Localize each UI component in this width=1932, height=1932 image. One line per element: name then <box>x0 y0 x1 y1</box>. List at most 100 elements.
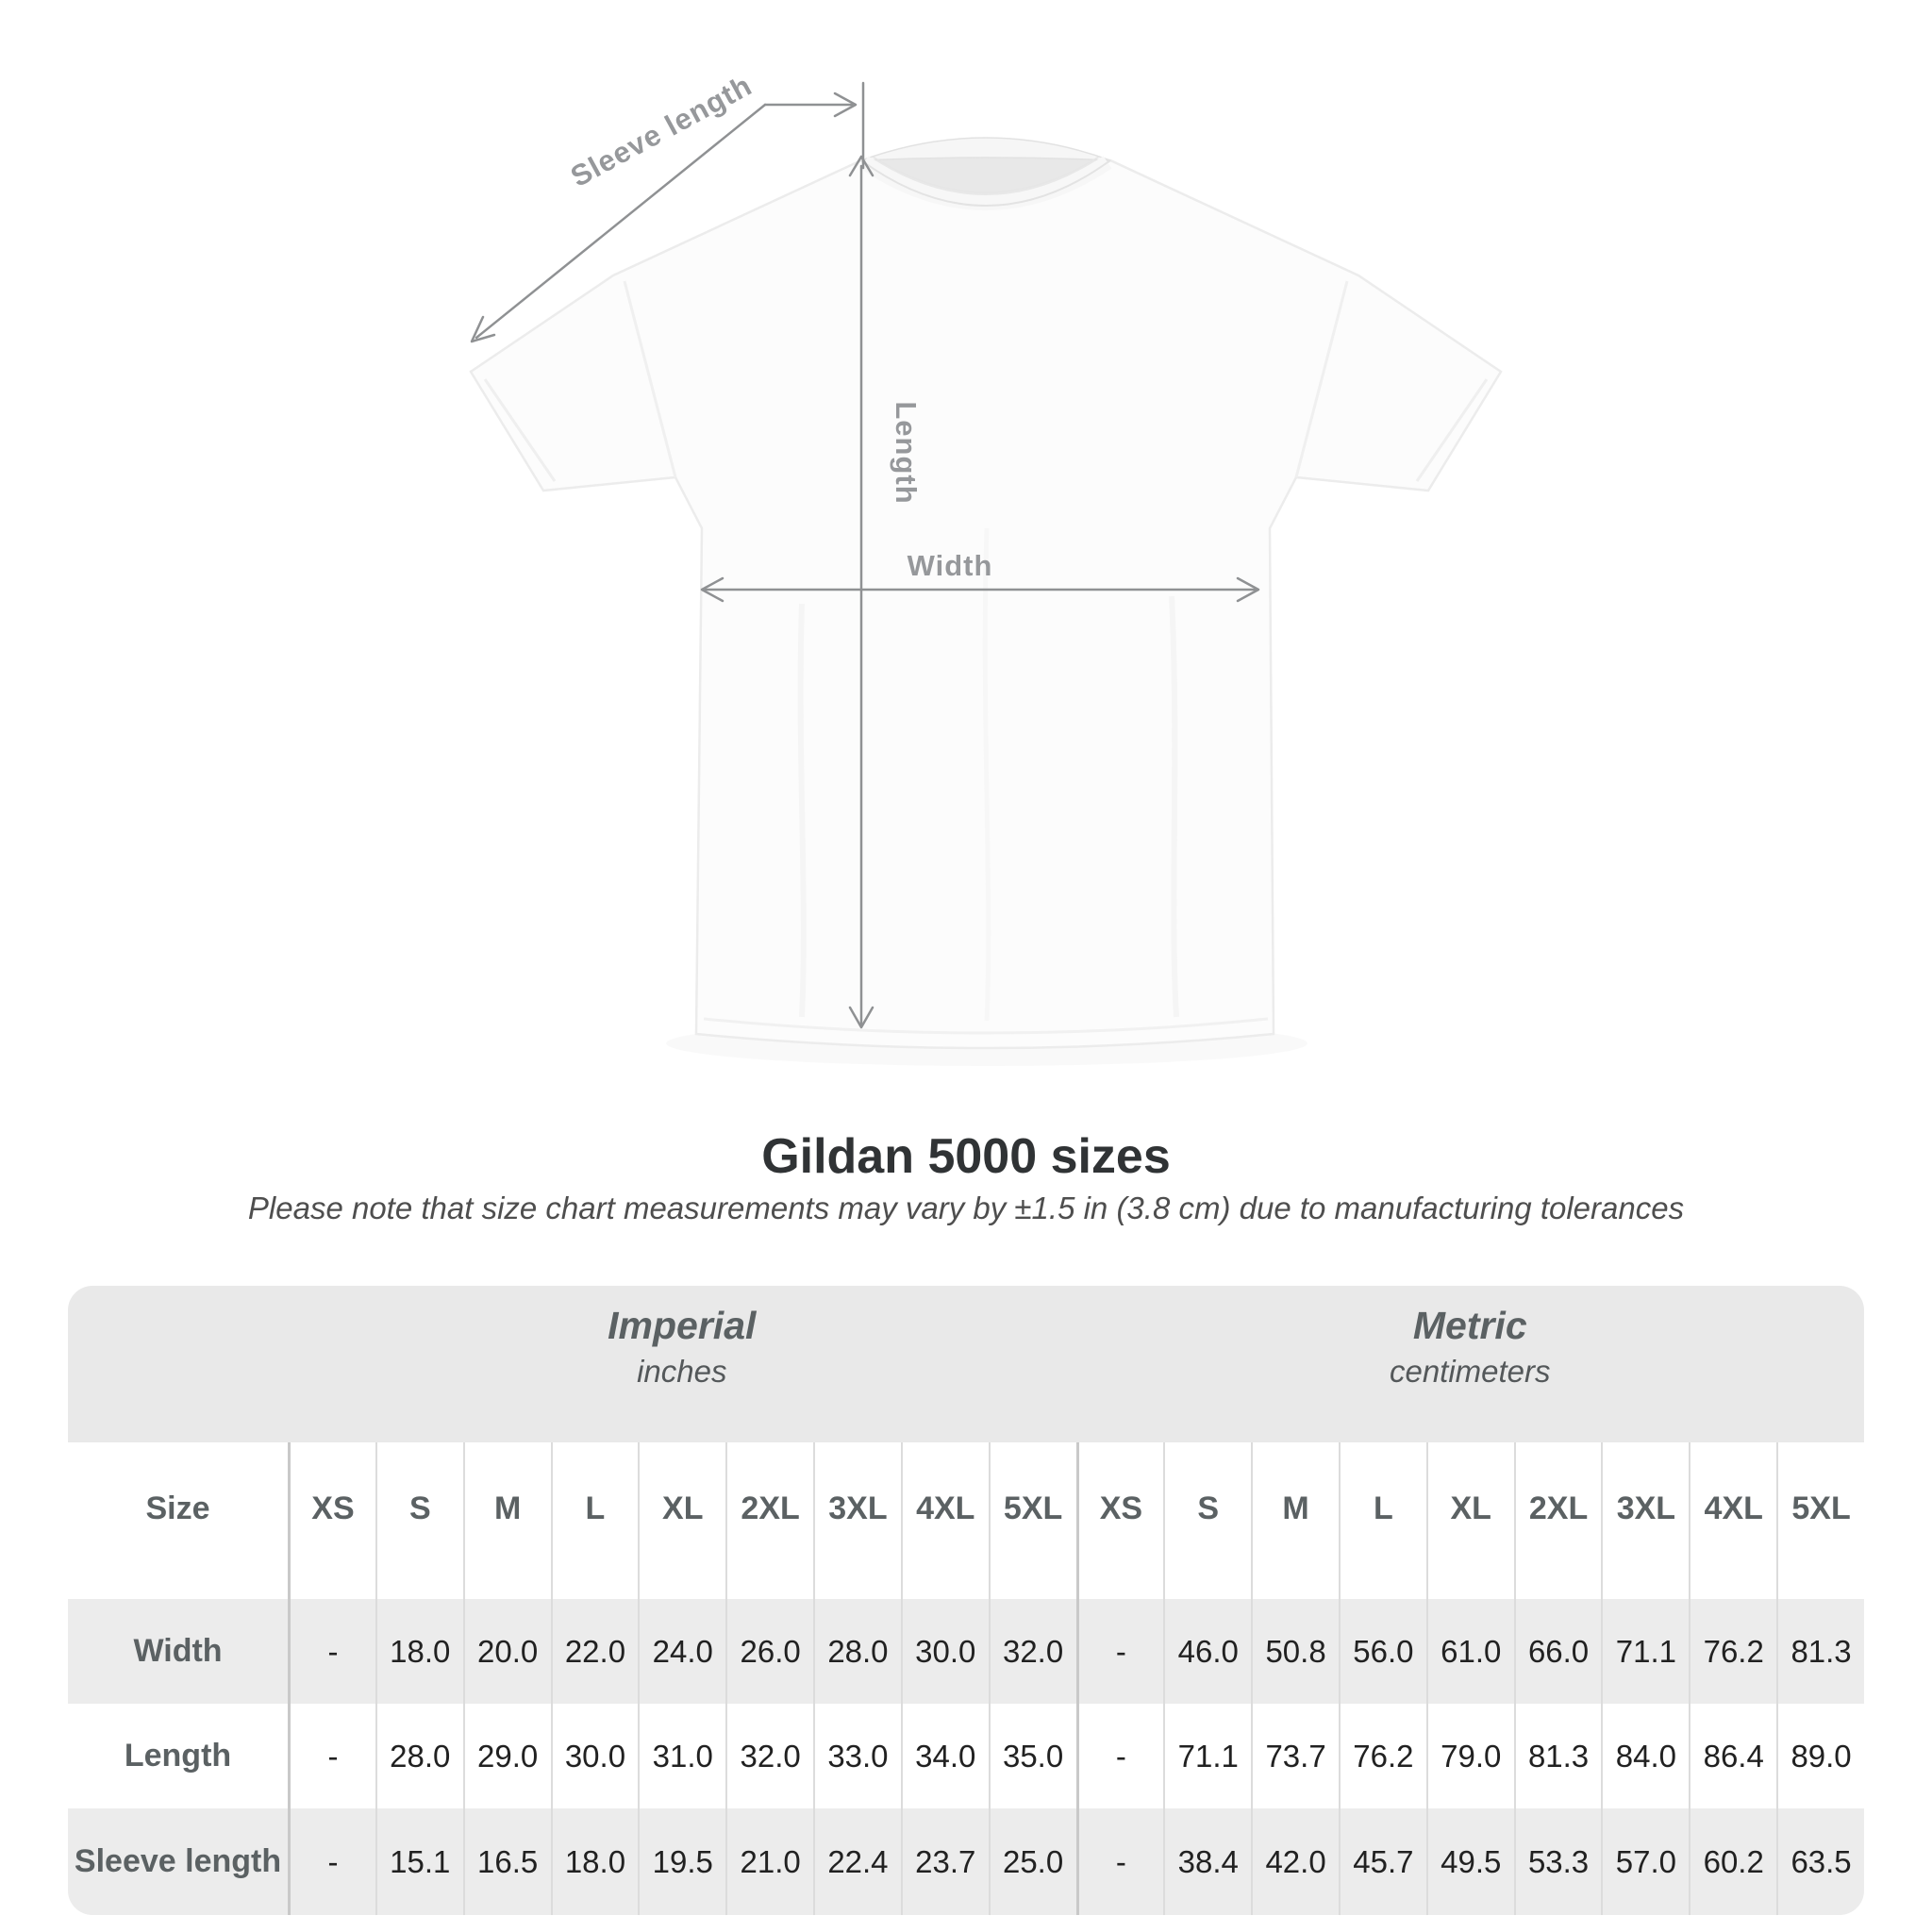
measurement-cell: 57.0 <box>1601 1808 1690 1915</box>
length-label: Length <box>890 401 923 504</box>
sleeve-length-label: Sleeve length <box>565 69 758 193</box>
metric-section-header: Metric centimeters <box>1075 1286 1864 1442</box>
measurement-cell: 81.3 <box>1513 1704 1602 1808</box>
imperial-unit: inches <box>637 1354 727 1389</box>
measurement-cell: 73.7 <box>1251 1704 1339 1808</box>
measurement-cell: 49.5 <box>1425 1808 1514 1915</box>
unit-band-row: Imperial inches Metric centimeters <box>68 1286 1864 1442</box>
band-corner-cell <box>68 1286 289 1442</box>
measurement-cell: 29.0 <box>462 1704 551 1808</box>
measurement-cell: 34.0 <box>900 1704 989 1808</box>
size-header-cell: 3XL <box>1601 1442 1690 1599</box>
page-title: Gildan 5000 sizes <box>761 1129 1171 1184</box>
measurement-cell: 19.5 <box>638 1808 726 1915</box>
measurement-cell: 25.0 <box>988 1808 1076 1915</box>
size-header-cell: L <box>550 1442 639 1599</box>
measurement-cell: 50.8 <box>1251 1599 1339 1704</box>
measurement-cell: 46.0 <box>1163 1599 1252 1704</box>
wrinkle-line <box>1169 595 1179 1018</box>
measurement-cell: 76.2 <box>1338 1704 1426 1808</box>
width-label: Width <box>908 549 993 582</box>
measurement-cell: 35.0 <box>988 1704 1076 1808</box>
measurement-cell: 28.0 <box>375 1704 463 1808</box>
size-header-cell: L <box>1338 1442 1426 1599</box>
measurement-cell: 18.0 <box>375 1599 463 1704</box>
size-column-header: Size <box>68 1442 289 1599</box>
cuff-seam-right <box>1415 378 1489 482</box>
size-header-cell: 5XL <box>988 1442 1076 1599</box>
measurement-cell: 89.0 <box>1776 1704 1864 1808</box>
size-header-cell: S <box>375 1442 463 1599</box>
measurement-cell: 56.0 <box>1338 1599 1426 1704</box>
sleeve-seam-right <box>1294 280 1349 478</box>
measurement-cell: 16.5 <box>462 1808 551 1915</box>
measurement-cell: - <box>1075 1599 1164 1704</box>
measurement-cell: 61.0 <box>1425 1599 1514 1704</box>
size-header-cell: XL <box>1425 1442 1514 1599</box>
wrinkle-line <box>797 603 807 1018</box>
measurement-cell: - <box>1075 1704 1164 1808</box>
row-label: Sleeve length <box>68 1808 289 1915</box>
width-arrow <box>700 576 1260 603</box>
measurement-cell: 81.3 <box>1776 1599 1864 1704</box>
measurement-cell: 30.0 <box>550 1704 639 1808</box>
measurement-cell: 38.4 <box>1163 1808 1252 1915</box>
imperial-section-header: Imperial inches <box>288 1286 1076 1442</box>
measurement-cell: - <box>288 1704 375 1808</box>
measurement-cell: 21.0 <box>725 1808 814 1915</box>
collar-front-band <box>859 156 1112 210</box>
measurement-cell: 71.1 <box>1163 1704 1252 1808</box>
collar-edge-outer <box>860 159 1111 207</box>
measurement-cell: 84.0 <box>1601 1704 1690 1808</box>
measurement-cell: 86.4 <box>1689 1704 1777 1808</box>
measurement-cell: 22.4 <box>813 1808 901 1915</box>
row-label: Width <box>68 1599 289 1704</box>
size-header-row: Size XS S M L XL 2XL 3XL 4XL 5XL XS S M … <box>68 1442 1864 1599</box>
size-header-cell: 2XL <box>725 1442 814 1599</box>
wrinkle-line <box>982 527 991 1022</box>
measurement-cell: 45.7 <box>1338 1808 1426 1915</box>
size-header-cell: XS <box>288 1442 375 1599</box>
size-chart: Imperial inches Metric centimeters Size … <box>68 1286 1864 1915</box>
measurement-cell: 63.5 <box>1776 1808 1864 1915</box>
size-header-cell: M <box>462 1442 551 1599</box>
measurement-cell: 15.1 <box>375 1808 463 1915</box>
measurement-cell: 22.0 <box>550 1599 639 1704</box>
measurement-cell: 76.2 <box>1689 1599 1777 1704</box>
measurement-cell: 18.0 <box>550 1808 639 1915</box>
row-label: Length <box>68 1704 289 1808</box>
size-header-cell: XL <box>638 1442 726 1599</box>
collar-edge-inner <box>872 156 1100 193</box>
collar-back-band <box>860 137 1111 161</box>
measurement-cell: 71.1 <box>1601 1599 1690 1704</box>
size-header-cell: S <box>1163 1442 1252 1599</box>
imperial-label: Imperial <box>608 1304 757 1347</box>
measurement-cell: 42.0 <box>1251 1808 1339 1915</box>
measurement-cell: - <box>288 1808 375 1915</box>
measurement-cell: - <box>1075 1808 1164 1915</box>
measurement-cell: - <box>288 1599 375 1704</box>
measurement-cell: 28.0 <box>813 1599 901 1704</box>
hem-seam <box>703 1017 1269 1035</box>
measurement-cell: 24.0 <box>638 1599 726 1704</box>
size-header-cell: 4XL <box>900 1442 989 1599</box>
measurement-cell: 20.0 <box>462 1599 551 1704</box>
metric-label: Metric <box>1412 1304 1527 1347</box>
measurement-cell: 26.0 <box>725 1599 814 1704</box>
measurement-cell: 23.7 <box>900 1808 989 1915</box>
sleeve-seam-left <box>623 280 677 478</box>
size-chart-table: Imperial inches Metric centimeters Size … <box>68 1286 1864 1915</box>
size-header-cell: XS <box>1075 1442 1164 1599</box>
measurement-cell: 31.0 <box>638 1704 726 1808</box>
measurement-cell: 32.0 <box>725 1704 814 1808</box>
size-header-cell: 4XL <box>1689 1442 1777 1599</box>
size-header-cell: 5XL <box>1776 1442 1864 1599</box>
measurement-cell: 60.2 <box>1689 1808 1777 1915</box>
size-header-cell: 3XL <box>813 1442 901 1599</box>
tshirt-measurement-diagram: Sleeve length Length Width <box>469 69 1503 1050</box>
page-subtitle: Please note that size chart measurements… <box>247 1191 1685 1225</box>
measurement-cell: 32.0 <box>988 1599 1076 1704</box>
size-header-cell: 2XL <box>1513 1442 1602 1599</box>
measurement-cell: 79.0 <box>1425 1704 1514 1808</box>
